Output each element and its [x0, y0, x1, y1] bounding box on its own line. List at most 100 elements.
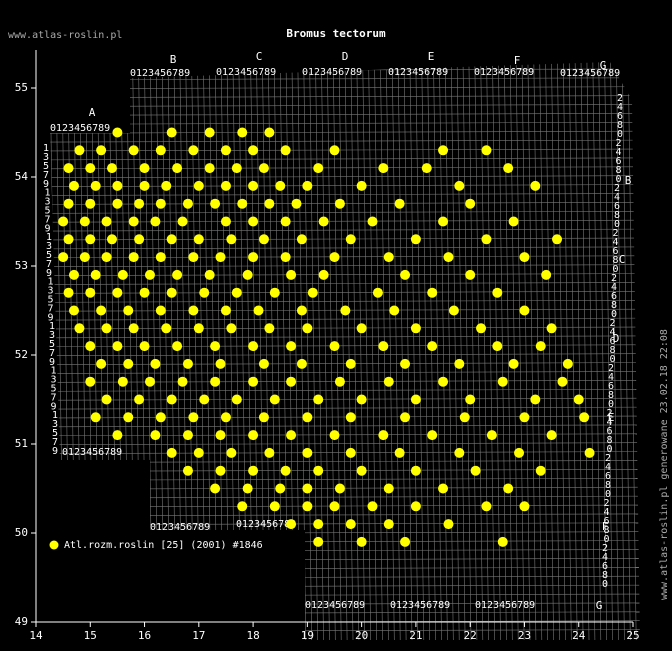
occurrence-dot	[150, 358, 161, 369]
grid-line	[50, 584, 640, 588]
grid-digit: 7	[47, 304, 53, 315]
occurrence-dot	[101, 323, 112, 334]
occurrence-dot	[220, 216, 231, 227]
grid-line	[374, 62, 383, 640]
grid-line	[297, 62, 307, 640]
occurrence-dot	[443, 252, 454, 263]
occurrence-dot	[128, 216, 139, 227]
occurrence-dot	[123, 305, 134, 316]
grid-line	[362, 62, 371, 640]
x-tick-label: 15	[84, 629, 97, 642]
grid-digit: 1	[49, 321, 55, 332]
occurrence-dot	[438, 216, 449, 227]
occurrence-dot	[231, 163, 242, 174]
occurrence-dot	[123, 412, 134, 423]
grid-digit: 4	[602, 552, 608, 563]
occurrence-dot	[286, 341, 297, 352]
occurrence-dot	[123, 358, 134, 369]
grid-letter: E	[608, 411, 615, 424]
grid-line	[604, 62, 613, 640]
grid-line	[50, 504, 640, 508]
grid-line	[515, 62, 525, 640]
occurrence-dot	[258, 412, 269, 423]
grid-line	[327, 62, 336, 640]
grid-digit: 8	[611, 300, 617, 311]
x-tick-label: 24	[572, 629, 586, 642]
grid-letter: D	[613, 332, 620, 345]
occurrence-dot	[410, 234, 421, 245]
occurrence-dot	[58, 252, 69, 263]
occurrence-dot	[334, 198, 345, 209]
occurrence-dot	[134, 234, 145, 245]
occurrence-dot	[68, 180, 79, 191]
grid-digit: 5	[43, 161, 49, 172]
grid-digit: 1	[44, 188, 50, 199]
grid-line	[50, 442, 640, 446]
occurrence-dot	[286, 430, 297, 441]
grid-digit: 4	[605, 462, 611, 473]
occurrence-dot	[313, 394, 324, 405]
occurrence-dot	[117, 269, 128, 280]
grid-line	[50, 513, 640, 517]
occurrence-dot	[204, 269, 215, 280]
grid-digit: 0	[614, 219, 620, 230]
grid-digit: 6	[612, 246, 618, 257]
grid-line	[50, 593, 640, 597]
occurrence-dot	[584, 447, 595, 458]
grid-line	[50, 558, 640, 561]
occurrence-dot	[302, 483, 313, 494]
occurrence-dot	[237, 127, 248, 138]
occurrence-dot	[438, 145, 449, 156]
grid-letter: E	[428, 50, 435, 63]
grid-digit: 8	[605, 480, 611, 491]
x-tick-label: 17	[192, 629, 205, 642]
grid-digits: 0123456789	[388, 67, 448, 78]
grid-line	[610, 62, 619, 640]
grid-line	[415, 62, 425, 640]
occurrence-dot	[106, 234, 117, 245]
occurrence-dot	[101, 252, 112, 263]
grid-line	[50, 566, 640, 570]
grid-digit: 7	[50, 393, 56, 404]
occurrence-dot	[476, 323, 487, 334]
occurrence-dot	[188, 145, 199, 156]
occurrence-dot	[302, 323, 313, 334]
occurrence-dot	[530, 180, 541, 191]
occurrence-dot	[253, 305, 264, 316]
grid-digit: 7	[52, 437, 58, 448]
occurrence-dot	[85, 234, 96, 245]
grid-digit: 0	[602, 579, 608, 590]
grid-line	[50, 326, 640, 330]
grid-line	[50, 193, 640, 196]
occurrence-dot	[313, 163, 324, 174]
grid-digits: 0123456789	[560, 68, 620, 79]
occurrence-dot	[296, 305, 307, 316]
occurrence-dot	[519, 501, 530, 512]
occurrence-dot	[492, 341, 503, 352]
occurrence-dot	[410, 465, 421, 476]
grid-line	[50, 335, 640, 339]
occurrence-dot	[85, 376, 96, 387]
grid-digit: 5	[46, 250, 52, 261]
occurrence-dot	[101, 394, 112, 405]
occurrence-dot	[291, 198, 302, 209]
occurrence-dot	[199, 394, 210, 405]
grid-letter: F	[602, 520, 609, 533]
grid-line	[50, 166, 640, 170]
occurrence-dot	[264, 323, 275, 334]
grid-letter: C	[619, 253, 626, 266]
grid-digit: 7	[49, 348, 55, 359]
grid-digit: 9	[47, 313, 53, 324]
occurrence-dot	[356, 180, 367, 191]
x-tick-label: 14	[29, 629, 43, 642]
grid-digit: 2	[603, 498, 609, 509]
x-tick-label: 16	[138, 629, 151, 642]
grid-line	[50, 460, 640, 463]
grid-line	[563, 62, 572, 640]
occurrence-dot	[150, 216, 161, 227]
occurrence-dot	[345, 519, 356, 530]
grid-letter: C	[256, 50, 263, 63]
occurrence-dot	[427, 287, 438, 298]
occurrence-dot	[280, 145, 291, 156]
occurrence-dot	[356, 536, 367, 547]
